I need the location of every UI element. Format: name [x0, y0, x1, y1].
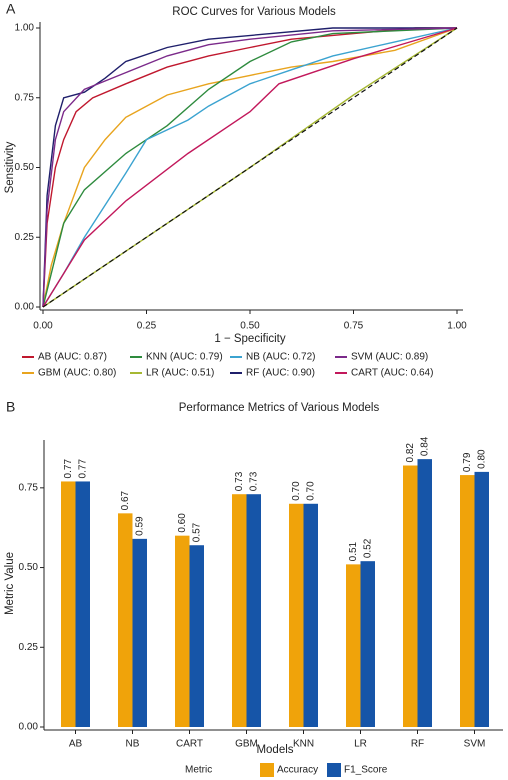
x-tick-label: 0.50 — [240, 321, 260, 332]
x-tick-label: RF — [411, 739, 424, 750]
bar — [417, 459, 432, 727]
x-tick-label: 0.25 — [137, 321, 157, 332]
value-label: 0.57 — [191, 522, 202, 542]
legend-label: NB (AUC: 0.72) — [246, 352, 315, 363]
x-tick-label: KNN — [293, 739, 314, 750]
roc-line — [42, 27, 458, 308]
y-tick-label: 0.50 — [15, 162, 35, 173]
panel-label: A — [6, 1, 16, 17]
reference-line — [42, 27, 458, 308]
bar — [360, 561, 375, 727]
x-tick-label: LR — [354, 739, 367, 750]
bar — [132, 538, 147, 727]
y-axis-title: Metric Value — [4, 552, 16, 615]
x-tick-label: SVM — [464, 739, 486, 750]
roc-line — [42, 27, 457, 308]
roc-line — [42, 27, 458, 308]
y-tick-label: 1.00 — [15, 23, 35, 34]
value-label: 0.77 — [63, 459, 74, 479]
y-tick-label: 0.25 — [15, 232, 35, 243]
y-tick-label: 0.00 — [15, 302, 35, 313]
value-label: 0.52 — [362, 538, 373, 558]
roc-line — [42, 27, 458, 308]
legend-swatch — [260, 763, 274, 777]
legend-label: KNN (AUC: 0.79) — [146, 352, 223, 363]
y-tick-label: 0.75 — [15, 92, 35, 103]
value-label: 0.60 — [177, 513, 188, 533]
legend-label: F1_Score — [344, 765, 388, 776]
legend-label: CART (AUC: 0.64) — [351, 368, 433, 379]
bar — [403, 465, 418, 727]
value-label: 0.82 — [405, 443, 416, 463]
legend-label: Accuracy — [277, 765, 318, 776]
bar — [246, 494, 261, 727]
bar — [118, 513, 133, 727]
x-tick-label: CART — [176, 739, 203, 750]
bar — [346, 564, 361, 727]
value-label: 0.70 — [291, 481, 302, 501]
legend-label: SVM (AUC: 0.89) — [351, 352, 428, 363]
x-tick-label: 0.00 — [33, 321, 53, 332]
y-tick-label: 0.00 — [19, 722, 39, 733]
legend-label: GBM (AUC: 0.80) — [38, 368, 116, 379]
y-axis-title: Sensitivity — [4, 141, 16, 193]
panel-label: B — [6, 399, 15, 415]
value-label: 0.67 — [120, 490, 131, 510]
x-axis-title: Models — [256, 744, 293, 756]
legend-swatch — [327, 763, 341, 777]
bar — [474, 471, 489, 727]
bar — [460, 475, 475, 727]
value-label: 0.70 — [305, 481, 316, 501]
bar — [289, 503, 304, 727]
chart-title: ROC Curves for Various Models — [172, 6, 336, 18]
bar — [303, 503, 318, 727]
x-tick-label: NB — [126, 739, 140, 750]
chart-title: Performance Metrics of Various Models — [179, 402, 380, 414]
roc-line — [42, 27, 458, 308]
roc-line — [42, 27, 457, 308]
value-label: 0.84 — [419, 436, 430, 456]
value-label: 0.59 — [134, 516, 145, 536]
y-tick-label: 0.25 — [19, 642, 39, 653]
bar — [232, 494, 247, 727]
legend-label: AB (AUC: 0.87) — [38, 352, 107, 363]
x-tick-label: GBM — [235, 739, 258, 750]
value-label: 0.73 — [234, 471, 245, 491]
y-tick-label: 0.50 — [19, 562, 39, 573]
value-label: 0.77 — [77, 459, 88, 479]
value-label: 0.80 — [476, 449, 487, 469]
value-label: 0.73 — [248, 471, 259, 491]
legend-label: LR (AUC: 0.51) — [146, 368, 214, 379]
x-tick-label: 0.75 — [344, 321, 364, 332]
x-axis-title: 1 − Specificity — [214, 333, 286, 345]
bar — [189, 545, 204, 727]
bar — [175, 535, 190, 727]
bar — [61, 481, 76, 727]
value-label: 0.79 — [462, 452, 473, 472]
legend-label: RF (AUC: 0.90) — [246, 368, 315, 379]
value-label: 0.51 — [348, 541, 359, 561]
bar — [75, 481, 90, 727]
x-tick-label: 1.00 — [447, 321, 467, 332]
x-tick-label: AB — [69, 739, 83, 750]
y-tick-label: 0.75 — [19, 482, 39, 493]
legend-title: Metric — [185, 765, 212, 776]
